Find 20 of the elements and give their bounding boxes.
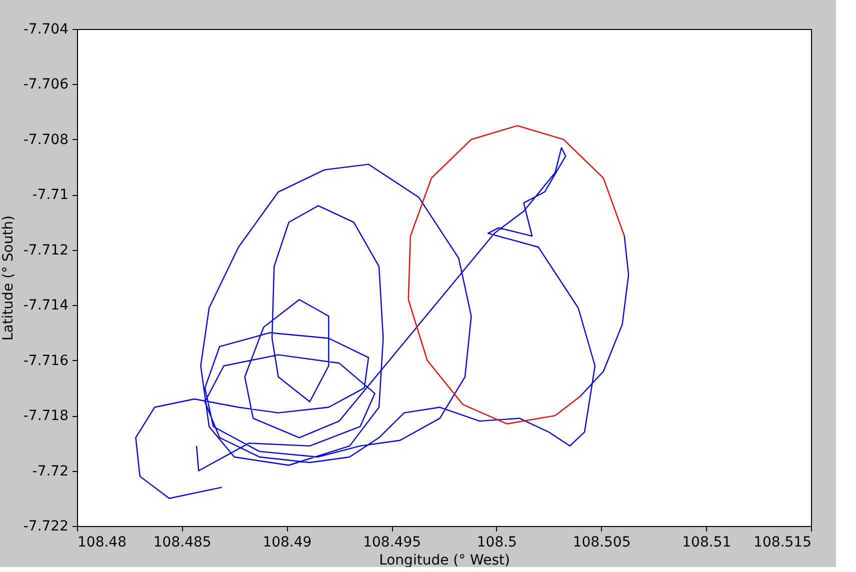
- y-tick-label: -7.714: [23, 298, 69, 314]
- x-tick-label: 108.5: [476, 534, 517, 550]
- y-tick-label: -7.718: [23, 408, 68, 424]
- y-axis-title: Latitude (° South): [0, 215, 16, 341]
- y-tick-label: -7.716: [23, 352, 69, 369]
- y-tick-label: -7.704: [23, 22, 69, 38]
- y-tick-label: -7.722: [23, 518, 68, 534]
- x-tick-label: 108.495: [363, 534, 422, 550]
- y-tick-label: -7.71: [32, 187, 68, 204]
- x-tick-label: 108.485: [153, 534, 212, 550]
- y-tick-label: -7.712: [23, 242, 68, 258]
- line-series: [408, 125, 625, 424]
- y-tick-label: -7.72: [32, 463, 68, 480]
- x-tick-label: 108.505: [572, 534, 631, 550]
- x-tick-label: 108.51: [682, 534, 732, 550]
- x-tick-label: 108.49: [262, 534, 312, 550]
- y-tick-label: -7.706: [23, 76, 69, 93]
- x-tick-label: 108.48: [78, 534, 126, 550]
- x-tick-label: 108.515: [754, 534, 812, 550]
- y-tick-label: -7.708: [23, 132, 68, 148]
